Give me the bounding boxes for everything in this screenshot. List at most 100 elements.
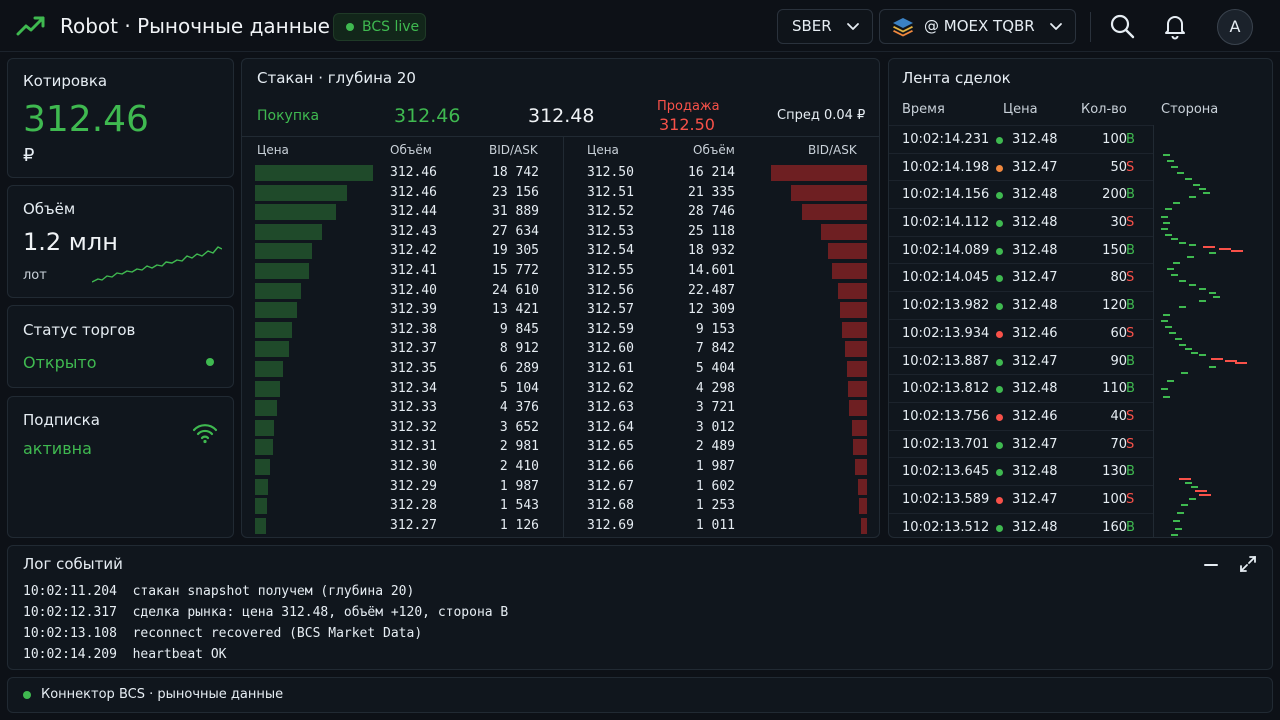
bid-price[interactable]: 312.38 [390,321,437,337]
order-book-row: 312.38 9 845 312.59 9 153 [242,320,879,340]
bid-price[interactable]: 312.46 [390,184,437,200]
ask-price[interactable]: 312.54 [587,243,634,259]
trade-dot [996,413,1003,421]
trade-time: 10:02:14.112 [902,215,990,231]
trade-qty: 100 [1102,491,1127,507]
ask-price[interactable]: 312.52 [587,204,634,220]
ask-price[interactable]: 312.66 [587,458,634,474]
ask-volume: 2 489 [695,439,735,455]
bell-icon[interactable] [1161,12,1189,40]
trade-price: 312.48 [1012,464,1058,480]
bid-price[interactable]: 312.34 [390,380,437,396]
ask-price[interactable]: 312.51 [587,184,634,200]
volume-card: Объём 1.2 млн лот [7,185,234,298]
bid-depth-bar [255,360,284,377]
ask-volume: 22.487 [688,282,735,298]
ask-price[interactable]: 312.55 [587,262,634,278]
bid-price[interactable]: 312.35 [390,360,437,376]
trade-row: 10:02:13.589 312.47 100 S [889,484,1153,513]
volume-label: Объём [23,200,76,218]
order-book-row: 312.41 15 772 312.55 14.601 [242,261,879,281]
event-log-title: Лог событий [23,555,123,573]
bid-price[interactable]: 312.43 [390,223,437,239]
ask-depth-bar [837,282,867,299]
order-book-row: 312.43 27 634 312.53 25 118 [242,222,879,242]
ask-price[interactable]: 312.59 [587,321,634,337]
trade-price: 312.47 [1012,436,1058,452]
ask-price[interactable]: 312.62 [587,380,634,396]
trade-qty: 120 [1102,298,1127,314]
bid-depth-bar [255,243,312,260]
bid-depth-bar [255,478,268,495]
ask-depth-bar [852,439,867,456]
bid-price[interactable]: 312.41 [390,262,437,278]
trade-time: 10:02:13.887 [902,353,990,369]
chevron-down-icon [847,23,859,30]
ask-price[interactable]: 312.68 [587,498,634,514]
trade-dot [996,330,1003,338]
board-select[interactable]: @ MOEX TQBR [879,9,1076,44]
order-book-row: 312.29 1 987 312.67 1 602 [242,477,879,497]
trade-price: 312.48 [1012,242,1058,258]
bid-volume: 2 981 [499,439,539,455]
bid-price[interactable]: 312.30 [390,458,437,474]
minimize-icon[interactable] [1202,556,1220,574]
ask-depth-bar [771,165,867,181]
bid-volume-header: Объём [390,143,432,157]
bid-price[interactable]: 312.44 [390,204,437,220]
trade-qty: 90 [1110,353,1127,369]
trade-time: 10:02:14.156 [902,187,990,203]
bid-depth-bar [255,165,373,181]
bid-price[interactable]: 312.33 [390,400,437,416]
ticker-select[interactable]: SBER [777,9,873,44]
bid-price[interactable]: 312.37 [390,341,437,357]
bid-volume: 9 845 [499,321,539,337]
ask-price[interactable]: 312.53 [587,223,634,239]
bid-depth-bar [255,223,323,240]
trade-row: 10:02:13.512 312.48 160 B [889,512,1153,541]
trade-price: 312.48 [1012,187,1058,203]
ask-price[interactable]: 312.56 [587,282,634,298]
ask-price[interactable]: 312.69 [587,517,634,533]
bid-price[interactable]: 312.42 [390,243,437,259]
ask-price[interactable]: 312.65 [587,439,634,455]
search-icon[interactable] [1108,12,1136,40]
bid-price[interactable]: 312.46 [390,165,437,180]
layers-icon [893,18,913,37]
quote-label: Котировка [23,72,108,90]
ask-price[interactable]: 312.63 [587,400,634,416]
ask-price[interactable]: 312.57 [587,302,634,318]
bid-price[interactable]: 312.31 [390,439,437,455]
ask-price[interactable]: 312.61 [587,360,634,376]
trade-qty: 50 [1110,159,1127,175]
trade-time: 10:02:13.701 [902,436,990,452]
trade-side: S [1126,215,1135,231]
ask-price[interactable]: 312.60 [587,341,634,357]
expand-icon[interactable] [1238,554,1258,574]
bid-depth-bar [255,184,348,201]
ask-depth-bar [858,498,867,515]
ask-price[interactable]: 312.50 [587,165,634,180]
trade-price: 312.47 [1012,353,1058,369]
ask-price[interactable]: 312.67 [587,478,634,494]
bid-price[interactable]: 312.28 [390,498,437,514]
bid-price[interactable]: 312.39 [390,302,437,318]
trades-price-header: Цена [1003,102,1038,117]
bid-price[interactable]: 312.29 [390,478,437,494]
bid-price[interactable]: 312.40 [390,282,437,298]
order-book-row: 312.35 6 289 312.61 5 404 [242,359,879,379]
ask-volume: 3 721 [695,400,735,416]
ask-depth-bar [820,223,867,240]
trade-price: 312.48 [1012,215,1058,231]
trade-qty: 200 [1102,187,1127,203]
ask-depth-bar [828,243,867,260]
trade-side: B [1126,353,1135,369]
bid-price[interactable]: 312.32 [390,419,437,435]
bid-depth-bar [255,341,290,358]
best-bid-price: 312.46 [394,105,461,127]
bid-depth-bar [255,419,274,436]
bid-volume: 24 610 [492,282,539,298]
ask-price[interactable]: 312.64 [587,419,634,435]
bid-price[interactable]: 312.27 [390,517,437,533]
avatar[interactable]: A [1217,9,1253,45]
